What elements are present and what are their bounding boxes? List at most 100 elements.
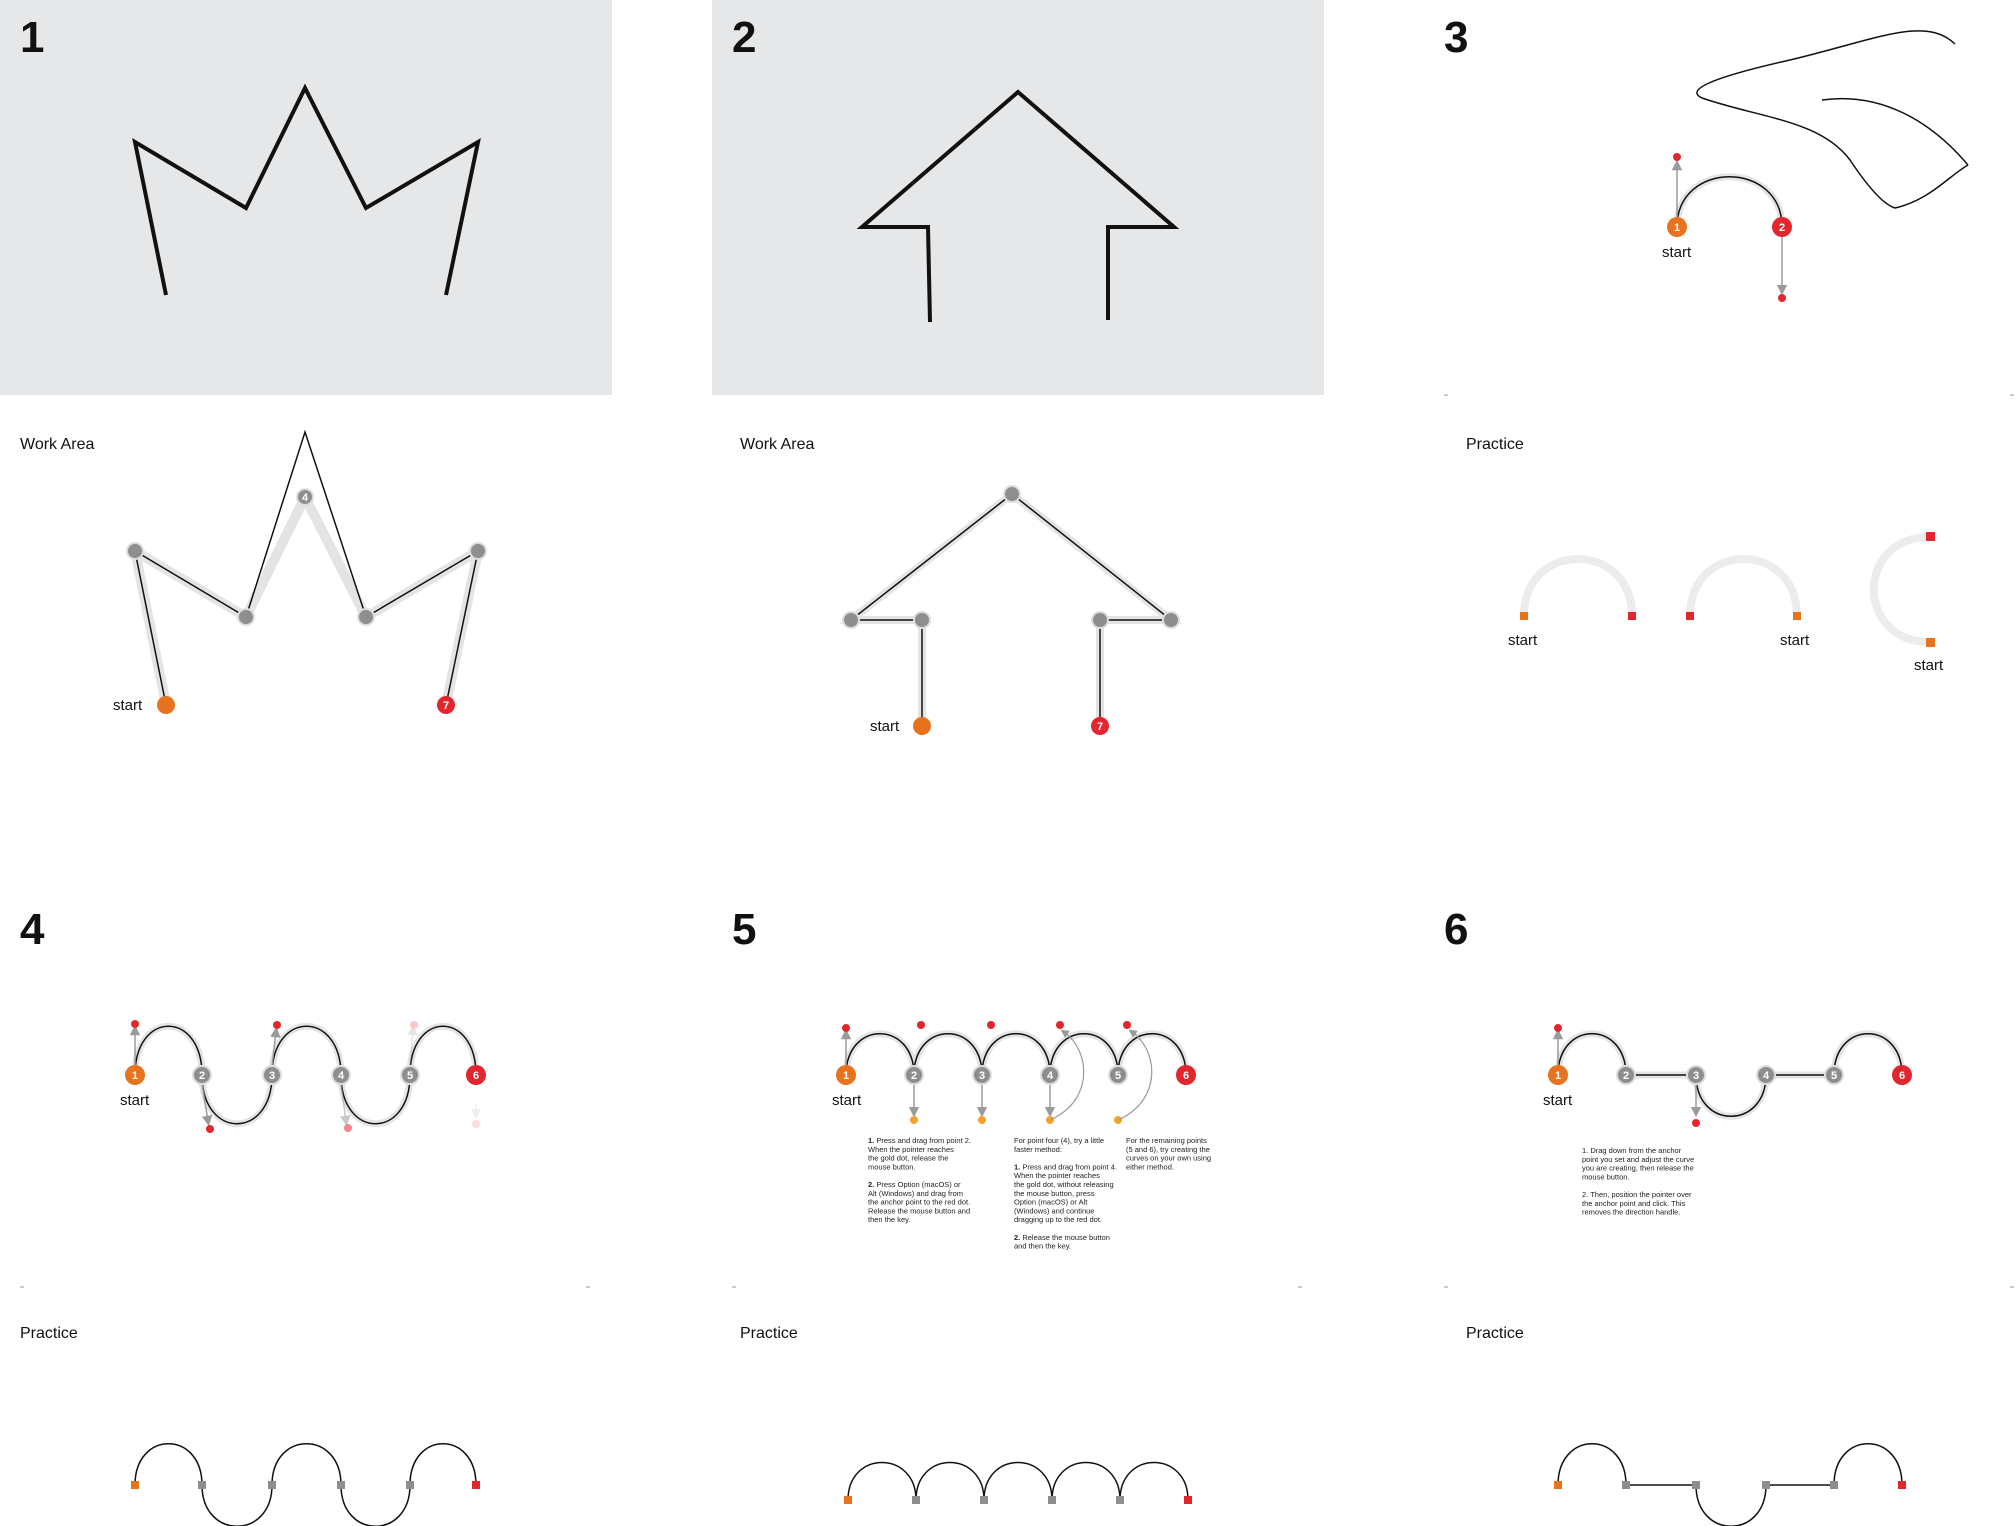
anchor-point[interactable]	[126, 542, 144, 560]
anchor-point[interactable]	[1686, 1065, 1706, 1085]
anchor-point[interactable]	[262, 1065, 282, 1085]
handle-endpoint-dot[interactable]	[1692, 1119, 1700, 1127]
handle-endpoint-dot[interactable]	[410, 1021, 418, 1029]
practice-start-label: start	[1914, 657, 1944, 674]
mixed-anchor-points[interactable]: 1 2 3 4 5 6	[1548, 1065, 1912, 1085]
handle-endpoint-dot[interactable]	[273, 1021, 281, 1029]
start-anchor-point[interactable]	[1667, 217, 1687, 237]
wave-anchor-points[interactable]: 1 2 3 4 5 6	[125, 1065, 486, 1085]
crown-anchor-points[interactable]: 4 7	[126, 488, 487, 714]
handle-endpoint-dot[interactable]	[842, 1024, 850, 1032]
direction-handle-up[interactable]	[407, 1024, 418, 1067]
anchor-point[interactable]	[1162, 611, 1180, 629]
end-anchor-point[interactable]	[437, 696, 455, 714]
practice-end-square[interactable]	[1898, 1481, 1906, 1489]
instruction-line: faster method:	[1014, 1145, 1062, 1154]
anchor-point[interactable]	[400, 1065, 420, 1085]
practice-start-square[interactable]	[1554, 1481, 1562, 1489]
anchor-point[interactable]	[1824, 1065, 1844, 1085]
start-anchor-point[interactable]	[125, 1065, 145, 1085]
practice-start-square[interactable]	[844, 1496, 852, 1504]
panel-6-number: 6	[1444, 905, 1468, 954]
practice-end-square[interactable]	[1926, 532, 1935, 541]
start-anchor-point[interactable]	[913, 717, 931, 735]
practice-anchor-square[interactable]	[1762, 1481, 1770, 1489]
anchor-number: 3	[269, 1070, 275, 1082]
anchor-point[interactable]	[972, 1065, 992, 1085]
anchor-point[interactable]	[296, 488, 314, 506]
anchor-point[interactable]	[1040, 1065, 1060, 1085]
handle-endpoint-dot[interactable]	[1056, 1021, 1064, 1029]
start-anchor-point[interactable]	[836, 1065, 856, 1085]
handle-endpoint-dot[interactable]	[987, 1021, 995, 1029]
start-anchor-point[interactable]	[157, 696, 175, 714]
bumps-path	[845, 1033, 1187, 1076]
handle-endpoint-dot[interactable]	[1123, 1021, 1131, 1029]
direction-handle-up[interactable]	[270, 1026, 281, 1067]
end-anchor-point[interactable]	[1091, 717, 1109, 735]
practice-anchor-square[interactable]	[1692, 1481, 1700, 1489]
anchor-number: 5	[1831, 1070, 1837, 1082]
practice-anchor-square[interactable]	[337, 1481, 345, 1489]
anchor-point[interactable]	[1108, 1065, 1128, 1085]
practice-start-square[interactable]	[1793, 612, 1801, 620]
handle-endpoint-dot[interactable]	[1554, 1024, 1562, 1032]
direction-handle-down[interactable]	[201, 1083, 213, 1127]
handle-endpoint-dot[interactable]	[1673, 153, 1681, 161]
end-anchor-point[interactable]	[1892, 1065, 1912, 1085]
anchor-point[interactable]	[331, 1065, 351, 1085]
practice-end-square[interactable]	[472, 1481, 480, 1489]
instruction-line: the gold dot, release the	[868, 1154, 948, 1163]
anchor-point[interactable]	[237, 608, 255, 626]
practice-anchor-square[interactable]	[1048, 1496, 1056, 1504]
practice-anchor-square[interactable]	[406, 1481, 414, 1489]
instruction-line: 2. Then, position the pointer over	[1582, 1190, 1692, 1199]
start-anchor-point[interactable]	[1548, 1065, 1568, 1085]
handle-endpoint-dot[interactable]	[1778, 294, 1786, 302]
practice-anchor-square[interactable]	[1622, 1481, 1630, 1489]
practice-anchor-square[interactable]	[1116, 1496, 1124, 1504]
anchor-point[interactable]	[192, 1065, 212, 1085]
practice-anchor-square[interactable]	[268, 1481, 276, 1489]
handle-endpoint-dot[interactable]	[917, 1021, 925, 1029]
anchor-point[interactable]	[904, 1065, 924, 1085]
anchor-point[interactable]	[1616, 1065, 1636, 1085]
end-anchor-point[interactable]	[1772, 217, 1792, 237]
house-anchor-points[interactable]: 7	[842, 485, 1180, 735]
practice-anchor-square[interactable]	[1830, 1481, 1838, 1489]
end-anchor-point[interactable]	[1176, 1065, 1196, 1085]
start-label: start	[832, 1092, 862, 1109]
practice-start-square[interactable]	[131, 1481, 139, 1489]
instruction-line: 2. Press Option (macOS) or	[868, 1180, 961, 1189]
anchor-point[interactable]	[469, 542, 487, 560]
practice-end-square[interactable]	[1686, 612, 1694, 620]
decorative-curve-large	[1696, 30, 1969, 209]
instruction-line: the anchor point and click. This	[1582, 1199, 1686, 1208]
instruction-line: For point four (4), try a little	[1014, 1136, 1104, 1145]
anchor-point[interactable]	[1756, 1065, 1776, 1085]
handle-endpoint-dot[interactable]	[206, 1125, 214, 1133]
practice-anchor-square[interactable]	[912, 1496, 920, 1504]
gold-target-dot[interactable]	[978, 1116, 986, 1124]
anchor-point[interactable]	[1003, 485, 1021, 503]
bumps-anchor-points[interactable]: 1 2 3 4 5 6	[836, 1065, 1196, 1085]
practice-anchor-square[interactable]	[980, 1496, 988, 1504]
practice-anchor-square[interactable]	[198, 1481, 206, 1489]
anchor-point[interactable]	[842, 611, 860, 629]
practice-start-square[interactable]	[1520, 612, 1528, 620]
anchor-point[interactable]	[357, 608, 375, 626]
handle-endpoint-dot[interactable]	[344, 1124, 352, 1132]
end-anchor-point[interactable]	[466, 1065, 486, 1085]
practice-end-square[interactable]	[1628, 612, 1636, 620]
handle-endpoint-dot[interactable]	[472, 1120, 480, 1128]
anchor-point[interactable]	[1091, 611, 1109, 629]
practice-arc-guide	[1686, 555, 1801, 617]
anchor-point[interactable]	[913, 611, 931, 629]
direction-handle-down[interactable]	[340, 1083, 351, 1127]
anchor-number: 4	[1047, 1070, 1054, 1082]
handle-endpoint-dot[interactable]	[131, 1020, 139, 1028]
gold-target-dot[interactable]	[910, 1116, 918, 1124]
practice-start-square[interactable]	[1926, 638, 1935, 647]
practice-end-square[interactable]	[1184, 1496, 1192, 1504]
